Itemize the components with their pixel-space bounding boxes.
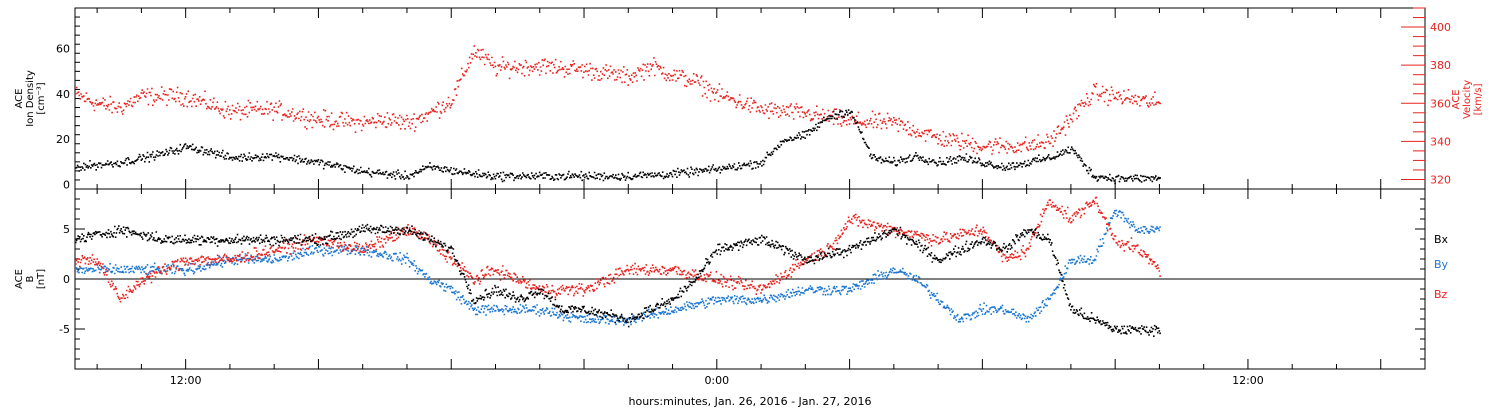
axis-label-line: ACE	[14, 269, 25, 289]
y-tick-label: 40	[56, 88, 70, 101]
y-tick-label: 60	[56, 43, 70, 56]
series-by	[75, 209, 1161, 326]
y-tick-label: 0	[63, 273, 70, 286]
y2-tick-label: 320	[1430, 173, 1451, 186]
series-dots	[75, 45, 1161, 155]
series-dots	[75, 196, 1161, 303]
axis-label-line: [cm⁻³]	[36, 82, 47, 114]
x-tick-label: 12:00	[1232, 374, 1264, 387]
series-dots	[75, 209, 1161, 326]
series-bx	[75, 223, 1161, 337]
legend-entry: By	[1434, 258, 1449, 271]
y-axis-label-field: ACE B [nT]	[14, 269, 47, 289]
x-axis-title: hours:minutes, Jan. 26, 2016 - Jan. 27, …	[629, 395, 872, 408]
series-dots	[75, 223, 1161, 337]
axis-label-line: ACE	[1451, 89, 1462, 109]
x-tick-label: 0:00	[704, 374, 729, 387]
axis-label-line: Ion Density	[25, 70, 36, 127]
axis-label-line: [km/s]	[1473, 83, 1484, 115]
axis-label-line: ACE	[14, 89, 25, 109]
series-bz	[75, 196, 1161, 303]
legend-entry: Bx	[1434, 233, 1449, 246]
series-velocity	[75, 45, 1161, 155]
axis-label-line: B	[25, 275, 36, 282]
y-tick-label: 20	[56, 133, 70, 146]
axis-label-line: Velocity	[1462, 80, 1473, 119]
axis-label-line: [nT]	[36, 269, 47, 289]
y2-tick-label: 360	[1430, 97, 1451, 110]
y2-tick-label: 400	[1430, 21, 1451, 34]
series-density	[75, 109, 1161, 185]
y2-tick-label: 340	[1430, 135, 1451, 148]
y-tick-label: -5	[59, 323, 70, 336]
y-tick-label: 5	[63, 223, 70, 236]
y-axis-label-velocity: ACE Velocity [km/s]	[1451, 80, 1484, 119]
x-tick-label: 12:00	[170, 374, 202, 387]
legend-entry: Bz	[1434, 288, 1448, 301]
y2-tick-label: 380	[1430, 59, 1451, 72]
panel-density-frame	[74, 7, 1426, 190]
series-dots	[75, 109, 1161, 185]
y-tick-label: 0	[63, 178, 70, 191]
y-axis-label-density: ACE Ion Density [cm⁻³]	[14, 70, 47, 127]
